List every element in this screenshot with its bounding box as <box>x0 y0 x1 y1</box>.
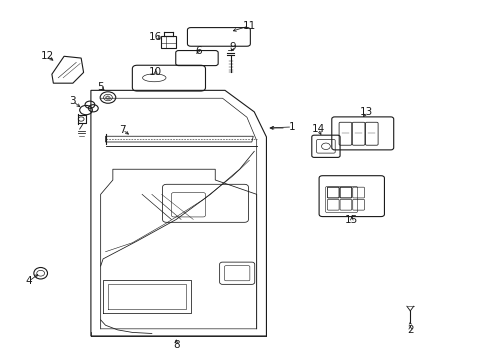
Text: 15: 15 <box>345 215 358 225</box>
Text: 9: 9 <box>229 42 236 51</box>
Text: 10: 10 <box>149 67 162 77</box>
Text: 3: 3 <box>69 96 76 106</box>
Text: 11: 11 <box>242 21 256 31</box>
Text: 8: 8 <box>173 340 179 350</box>
Text: 13: 13 <box>359 107 372 117</box>
Text: 7: 7 <box>119 125 125 135</box>
Text: 4: 4 <box>25 276 32 286</box>
Text: 2: 2 <box>406 325 413 335</box>
Text: 5: 5 <box>97 82 104 93</box>
Text: 14: 14 <box>311 124 324 134</box>
Text: 1: 1 <box>288 122 295 132</box>
Text: 12: 12 <box>41 51 54 61</box>
Text: 6: 6 <box>194 46 201 56</box>
Text: 16: 16 <box>149 32 162 41</box>
